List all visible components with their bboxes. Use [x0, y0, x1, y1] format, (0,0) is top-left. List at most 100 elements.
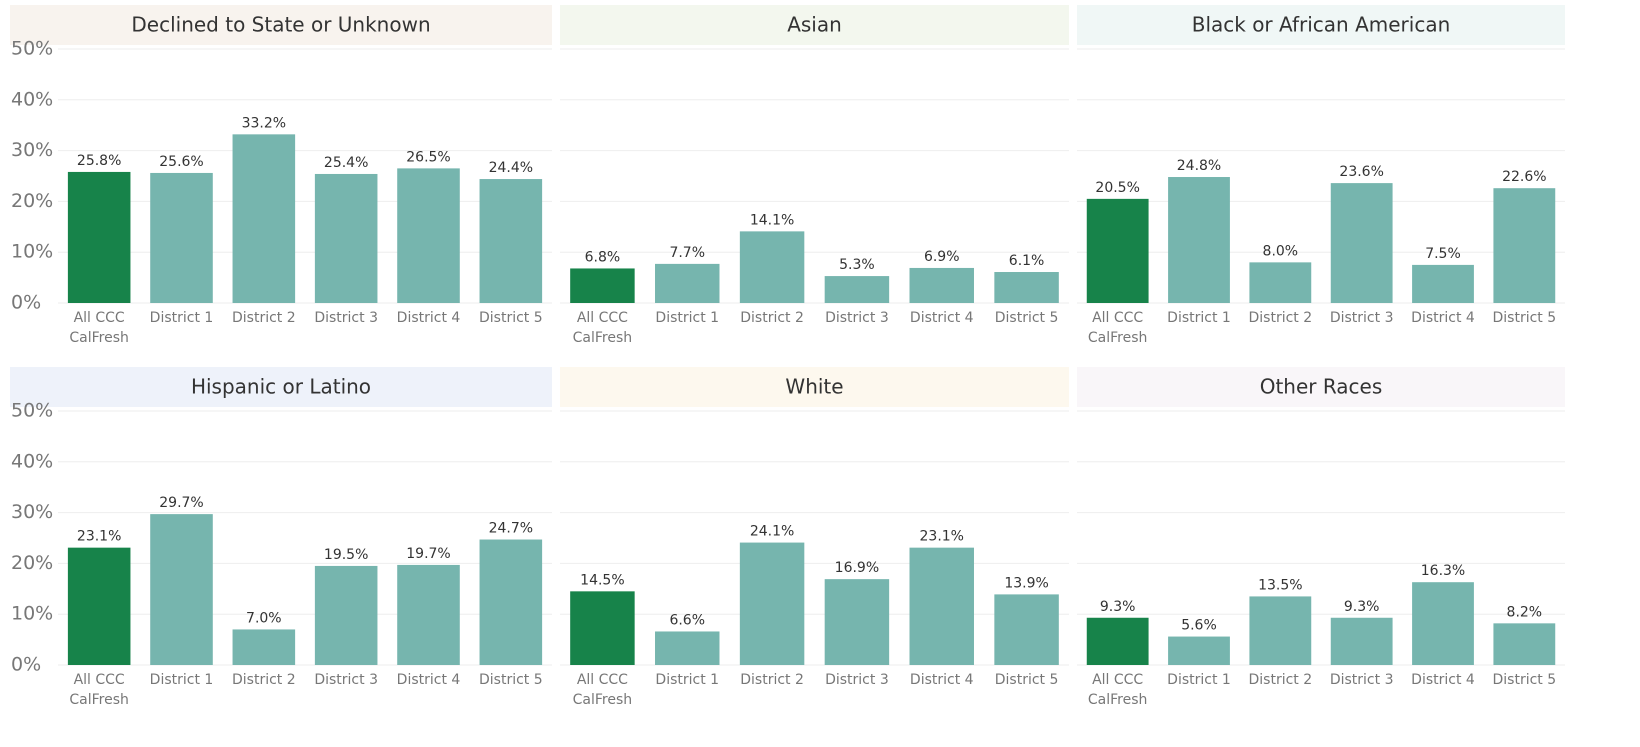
x-label-box: All CCC CalFresh	[572, 672, 633, 708]
bar	[1086, 198, 1149, 303]
bar	[655, 263, 720, 303]
y-tick-label: 30%	[11, 139, 53, 161]
bar	[1330, 183, 1393, 303]
value-label: 24.7%	[489, 521, 533, 537]
bar	[1249, 596, 1312, 665]
value-label: 7.5%	[1425, 246, 1461, 262]
value-label: 25.4%	[324, 155, 368, 171]
bar	[67, 171, 131, 303]
value-label: 20.5%	[1095, 180, 1139, 196]
value-label: 26.5%	[406, 149, 450, 165]
x-tick-label: District 1	[149, 310, 214, 326]
value-label: 9.3%	[1100, 599, 1136, 615]
value-label: 6.1%	[1009, 253, 1045, 269]
x-tick-label: District 3	[314, 672, 378, 688]
bar	[232, 134, 296, 303]
value-label: 24.8%	[1177, 158, 1221, 174]
bar	[150, 514, 213, 665]
value-label: 16.3%	[1421, 563, 1465, 579]
x-label-box: District 1	[149, 310, 214, 326]
x-label-box: District 4	[1411, 672, 1475, 688]
x-label-box: District 5	[1492, 310, 1557, 326]
x-label-box: District 3	[314, 310, 378, 326]
bar	[655, 631, 720, 665]
x-tick-label: District 1	[149, 672, 214, 688]
x-label-box: District 4	[909, 310, 974, 326]
x-tick-label: District 2	[740, 310, 804, 326]
x-label-box: All CCC CalFresh	[573, 310, 633, 346]
value-label: 22.6%	[1502, 169, 1546, 185]
bar	[994, 594, 1059, 665]
bar	[1330, 617, 1393, 665]
value-label: 24.4%	[489, 160, 533, 176]
value-label: 5.3%	[839, 257, 875, 273]
x-tick-label: All CCC CalFresh	[1087, 310, 1148, 346]
panel-header	[10, 5, 552, 45]
x-tick-label: All CCC CalFresh	[1087, 672, 1148, 708]
panel-header	[10, 367, 552, 407]
x-tick-label: District 4	[396, 672, 461, 688]
panel-header	[1077, 5, 1565, 45]
bar	[67, 547, 131, 665]
value-label: 5.6%	[1181, 618, 1217, 634]
bar	[1493, 623, 1556, 665]
panel-title: Declined to State or Unknown	[131, 13, 430, 37]
value-label: 14.5%	[580, 572, 624, 588]
value-label: 33.2%	[242, 115, 286, 131]
panel-header	[1077, 367, 1565, 407]
x-label-box: District 4	[397, 310, 461, 326]
x-tick-label: District 3	[314, 310, 378, 326]
x-label-box: District 2	[232, 310, 296, 326]
value-label: 6.6%	[669, 612, 705, 628]
bar	[232, 629, 296, 665]
bar	[909, 547, 974, 665]
x-tick-label: District 3	[825, 672, 889, 688]
x-label-box: District 4	[396, 672, 461, 688]
x-tick-label: District 2	[232, 672, 296, 688]
bar	[739, 231, 805, 303]
y-tick-label: 20%	[11, 552, 53, 574]
x-tick-label: District 5	[479, 672, 543, 688]
value-label: 23.6%	[1339, 164, 1383, 180]
value-label: 7.7%	[669, 245, 705, 261]
x-tick-label: All CCC CalFresh	[572, 672, 633, 708]
x-label-box: District 1	[149, 672, 214, 688]
panel-title: Black or African American	[1192, 13, 1451, 37]
x-tick-label: District 4	[909, 310, 974, 326]
bar	[570, 268, 635, 303]
x-tick-label: District 2	[232, 310, 296, 326]
panel-header	[560, 367, 1069, 407]
value-label: 8.0%	[1263, 243, 1299, 259]
bar	[397, 564, 460, 665]
y-tick-label: 0%	[11, 654, 41, 676]
x-tick-label: District 2	[1248, 672, 1313, 688]
x-tick-label: District 5	[1492, 310, 1557, 326]
value-label: 24.1%	[750, 524, 794, 540]
x-tick-label: District 3	[1329, 310, 1394, 326]
x-label-box: District 5	[479, 672, 543, 688]
bar	[150, 172, 213, 303]
value-label: 29.7%	[159, 495, 203, 511]
x-label-box: All CCC CalFresh	[69, 310, 129, 346]
bar	[397, 168, 460, 303]
x-label-box: District 2	[740, 672, 804, 688]
x-label-box: District 5	[995, 310, 1059, 326]
bar	[1086, 617, 1149, 665]
value-label: 9.3%	[1344, 599, 1380, 615]
value-label: 23.1%	[77, 529, 121, 545]
x-label-box: District 3	[1330, 672, 1394, 688]
y-tick-label: 30%	[11, 501, 53, 523]
x-tick-label: District 1	[1167, 310, 1231, 326]
x-label-box: District 2	[232, 672, 296, 688]
x-label-box: District 3	[825, 310, 889, 326]
x-label-box: District 2	[1248, 672, 1313, 688]
value-label: 19.5%	[324, 547, 368, 563]
bar	[909, 267, 974, 303]
value-label: 14.1%	[750, 212, 794, 228]
x-label-box: District 2	[740, 310, 804, 326]
y-tick-label: 10%	[11, 603, 53, 625]
bar	[1168, 177, 1230, 303]
x-label-box: District 3	[314, 672, 378, 688]
